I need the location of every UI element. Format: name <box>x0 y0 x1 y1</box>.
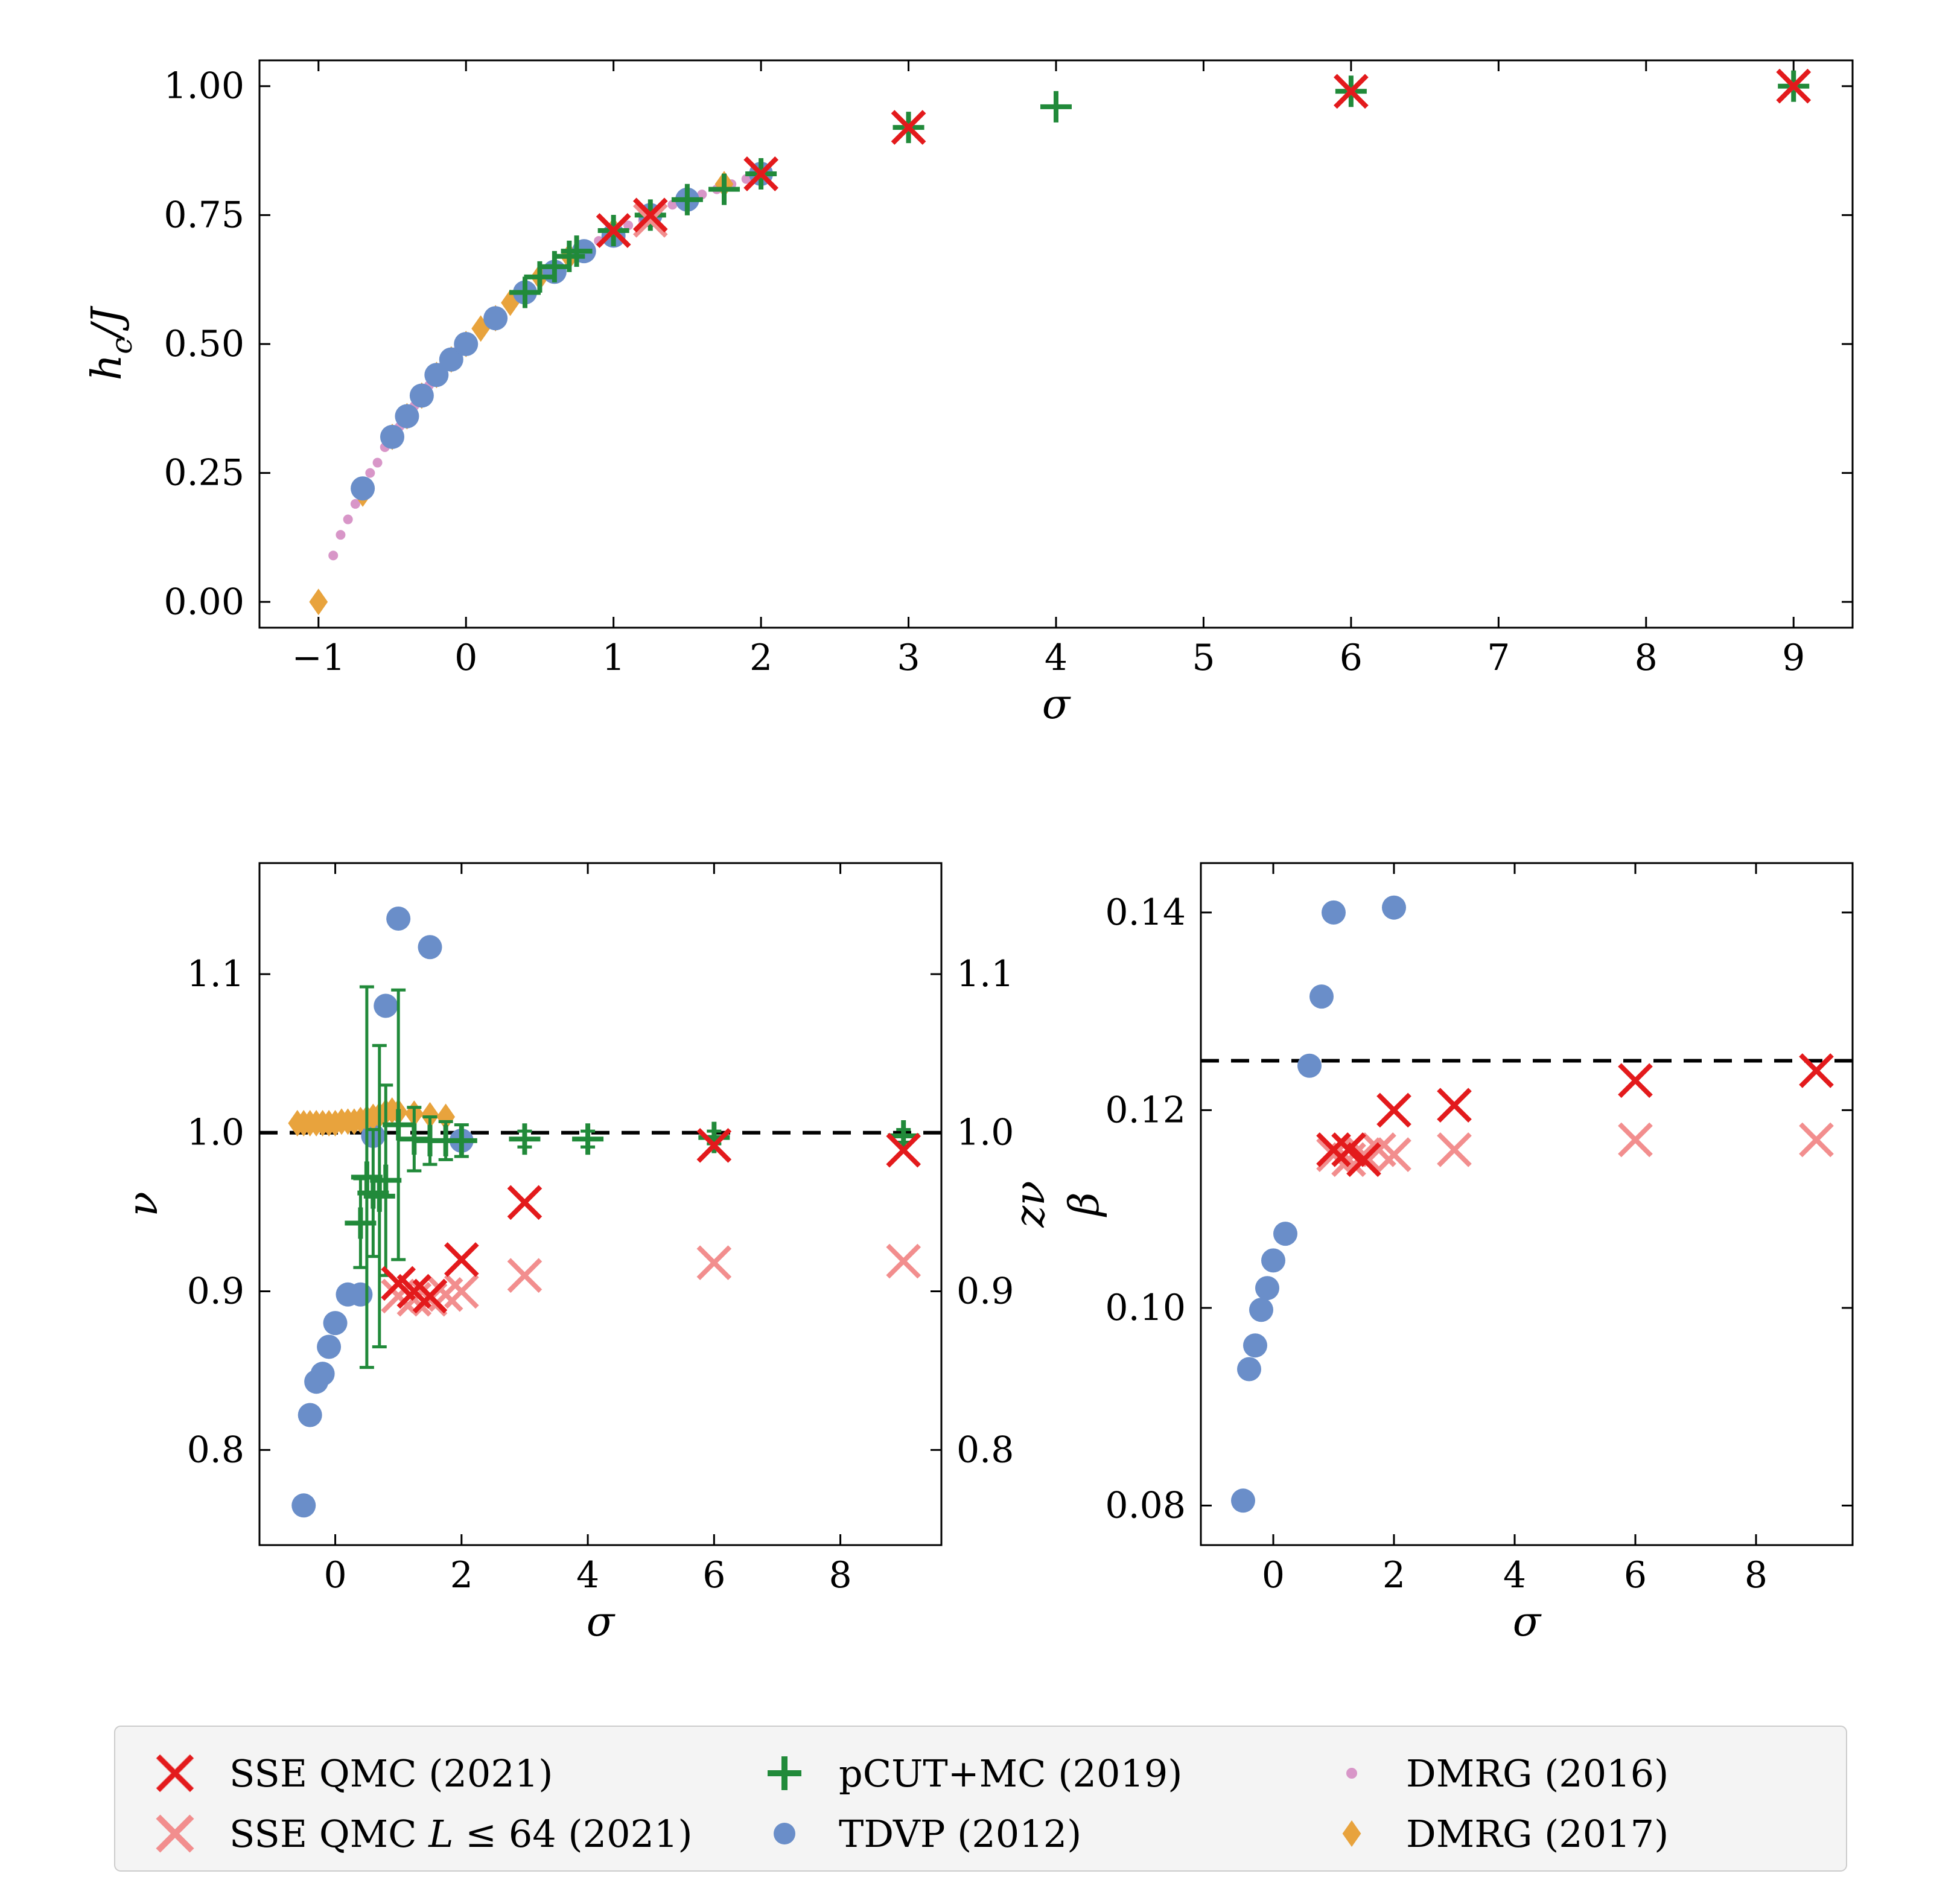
ytick-label: 1.00 <box>164 65 244 107</box>
legend-entry: SSE QMC L ≤ 64 (2021) <box>158 1812 693 1856</box>
legend-label: DMRG (2016) <box>1406 1752 1669 1796</box>
xtick-label: 0 <box>1262 1554 1285 1596</box>
legend-label: DMRG (2017) <box>1406 1812 1669 1856</box>
series-dmrg16 <box>314 169 766 607</box>
xtick-label: 9 <box>1782 637 1805 679</box>
ytick-label: 1.0 <box>187 1112 244 1154</box>
ytick-label: 0.75 <box>164 194 244 236</box>
bottom-right-panel: 0 2 4 6 8 0.08 0.10 0.12 0.14 σ β <box>1061 863 1853 1646</box>
xtick-label: 4 <box>1045 637 1068 679</box>
x-axis-label: σ <box>1042 681 1071 728</box>
ytick-label: 0.12 <box>1105 1089 1186 1131</box>
series-sse_pink <box>598 71 1810 246</box>
series-tdvp <box>291 907 474 1517</box>
series-pcut <box>509 71 1809 308</box>
legend-label: SSE QMC L ≤ 64 (2021) <box>229 1812 693 1856</box>
ytick-label: 1.1 <box>187 953 244 995</box>
bottom-left-panel: 0 2 4 6 8 0.8 0.8 0.9 0.9 1.0 1.0 1.1 1.1 σ ν zν <box>119 863 1054 1646</box>
xtick-label: 3 <box>897 637 920 679</box>
xtick-label: 5 <box>1192 637 1215 679</box>
ytick-label: 0.14 <box>1105 891 1186 934</box>
xtick-label: 0 <box>454 637 477 679</box>
y-axis-label: β <box>1061 1192 1109 1217</box>
xtick-label: 1 <box>602 637 625 679</box>
xtick-label: 0 <box>323 1554 346 1596</box>
xtick-label: 4 <box>1503 1554 1526 1596</box>
x-axis-label: σ <box>587 1598 616 1646</box>
xtick-label: 6 <box>1624 1554 1647 1596</box>
x-axis-label: σ <box>1513 1598 1542 1646</box>
series-tdvp <box>1231 896 1406 1513</box>
ytick-label-right: 0.9 <box>956 1270 1014 1313</box>
xtick-label: 8 <box>1745 1554 1768 1596</box>
legend: SSE QMC (2021) SSE QMC L ≤ 64 (2021) pCUT+… <box>115 1726 1847 1871</box>
xtick-label: 6 <box>1340 637 1363 679</box>
xtick-label: 8 <box>829 1554 851 1596</box>
xtick-label: 2 <box>450 1554 473 1596</box>
ytick-label: 0.50 <box>164 323 244 365</box>
ytick-label: 0.25 <box>164 452 244 494</box>
series-dmrg17 <box>309 161 770 615</box>
xtick-label: 7 <box>1487 637 1510 679</box>
y-axis-label: ν <box>119 1191 167 1216</box>
ytick-label: 0.9 <box>187 1270 244 1313</box>
xtick-label: 8 <box>1635 637 1658 679</box>
ytick-label-right: 1.1 <box>956 953 1014 995</box>
series-sse_red <box>598 71 1810 246</box>
xtick-label: 4 <box>576 1554 599 1596</box>
ytick-label: 0.10 <box>1105 1287 1186 1329</box>
y-axis-label-right: zν <box>1007 1181 1054 1228</box>
xtick-label: 2 <box>749 637 772 679</box>
xtick-label: 2 <box>1382 1554 1405 1596</box>
legend-label: SSE QMC (2021) <box>229 1752 553 1796</box>
y-axis-label-nice: hc/J <box>83 305 139 381</box>
xtick-label: 6 <box>702 1554 725 1596</box>
ytick-label: 0.08 <box>1105 1484 1186 1526</box>
ytick-label-right: 0.8 <box>956 1429 1014 1471</box>
top-panel: −101234567890.000.250.500.751.00σh_c / J <box>95 60 1853 728</box>
legend-label: pCUT+MC (2019) <box>839 1752 1182 1796</box>
series-sse_pink <box>1318 1124 1832 1176</box>
xtick-label: −1 <box>292 637 345 679</box>
ytick-label: 0.00 <box>164 581 244 623</box>
ytick-label: 0.8 <box>187 1429 244 1471</box>
ytick-label-right: 1.0 <box>956 1112 1014 1154</box>
legend-label: TDVP (2012) <box>839 1812 1081 1856</box>
series-tdvp <box>351 162 773 500</box>
